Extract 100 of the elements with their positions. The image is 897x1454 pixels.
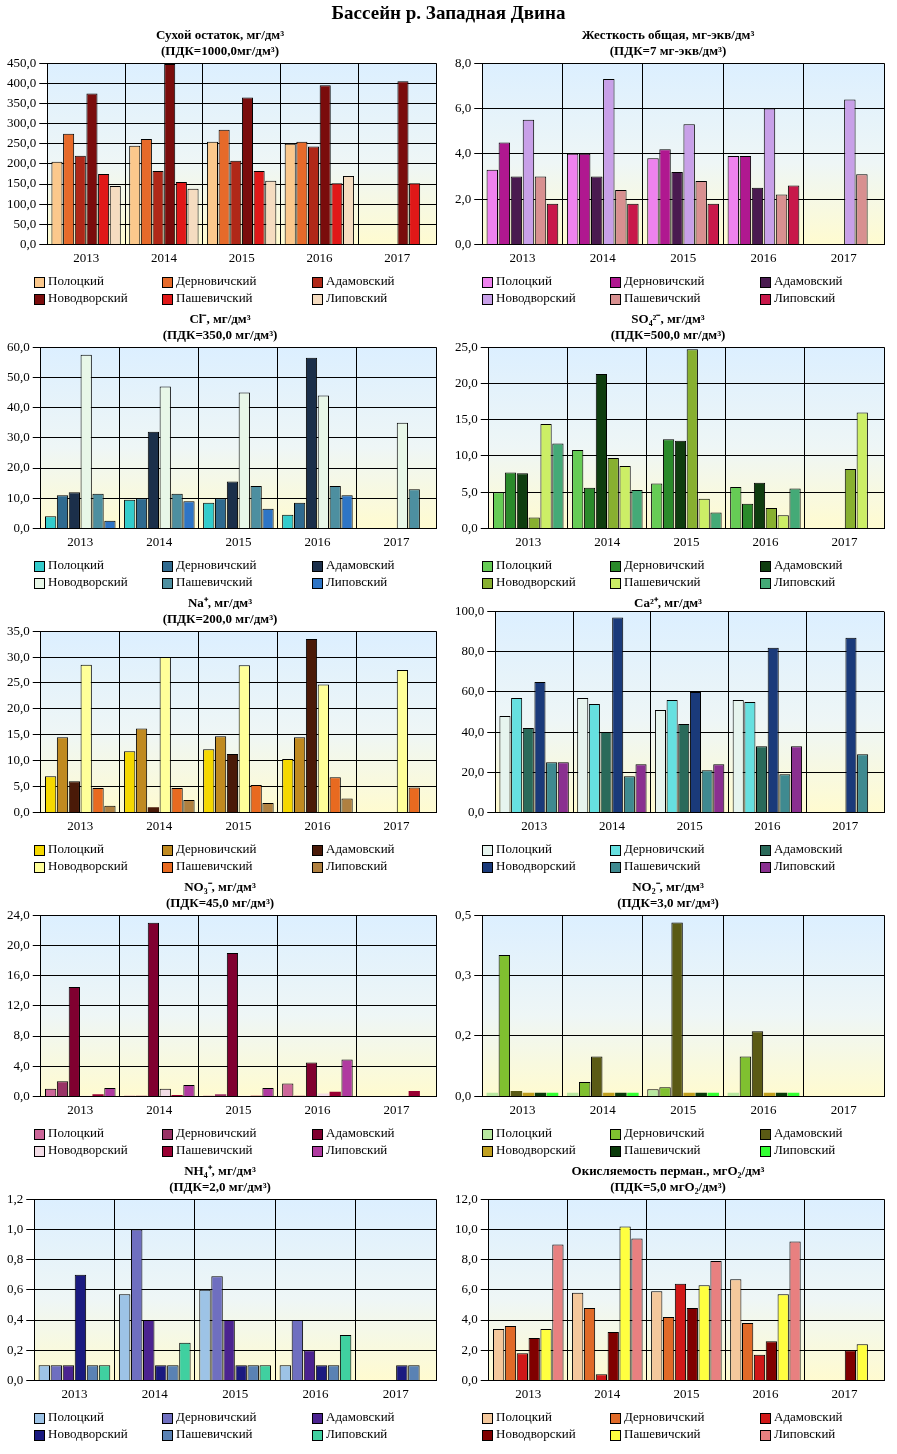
y-tick-label: 10,0 xyxy=(455,1220,478,1236)
x-tick-label: 2015 xyxy=(222,1385,249,1401)
legend-label: Липовский xyxy=(326,290,388,305)
y-tick-label: 100,0 xyxy=(455,603,485,619)
legend-label: Дерновичский xyxy=(624,1409,705,1424)
legend-label: Пашевичский xyxy=(176,858,253,873)
chart-title: Жесткость общая, мг-экв/дм³ xyxy=(581,27,755,43)
legend-label: Дерновичский xyxy=(176,1409,257,1424)
y-tick-label: 15,0 xyxy=(7,726,30,742)
x-tick-label: 2016 xyxy=(752,533,779,549)
x-tick-label: 2016 xyxy=(304,533,331,549)
legend-label: Новодворский xyxy=(496,290,576,305)
chart-subtitle: (ПДК=3,0 мг/дм³) xyxy=(617,894,719,910)
x-tick-label: 2017 xyxy=(383,533,410,549)
y-tick-label: 0,0 xyxy=(468,803,485,819)
y-tick-label: 0,0 xyxy=(461,1371,478,1387)
x-tick-label: 2014 xyxy=(150,249,178,265)
legend-label: Пашевичский xyxy=(624,574,701,589)
legend-label: Дерновичский xyxy=(176,1125,257,1140)
y-tick-label: 150,0 xyxy=(7,175,37,191)
y-tick-label: 30,0 xyxy=(7,648,30,664)
legend-label: Адамовский xyxy=(326,1409,395,1424)
y-tick-label: 6,0 xyxy=(461,1281,478,1297)
x-tick-label: 2017 xyxy=(383,1101,410,1117)
bar xyxy=(763,1092,776,1096)
y-tick-label: 2,0 xyxy=(455,190,472,206)
y-tick-label: 0,0 xyxy=(461,519,478,535)
x-tick-label: 2017 xyxy=(830,249,858,265)
x-tick-label: 2015 xyxy=(670,249,697,265)
legend-label: Полоцкий xyxy=(496,841,552,856)
x-tick-label: 2013 xyxy=(73,249,100,265)
y-tick-label: 80,0 xyxy=(461,643,485,659)
y-tick-label: 35,0 xyxy=(7,622,30,638)
legend-label: Липовский xyxy=(326,574,388,589)
legend-label: Адамовский xyxy=(774,273,843,288)
x-tick-label: 2016 xyxy=(304,1101,331,1117)
legend-label: Липовский xyxy=(774,1142,836,1157)
x-tick-label: 2016 xyxy=(754,817,781,833)
x-tick-label: 2017 xyxy=(832,817,859,833)
bar xyxy=(727,1092,740,1096)
legend-label: Адамовский xyxy=(774,1409,843,1424)
x-tick-label: 2017 xyxy=(384,249,411,265)
x-tick-label: 2013 xyxy=(515,533,542,549)
legend-label: Полоцкий xyxy=(496,1125,552,1140)
y-tick-label: 1,0 xyxy=(7,1220,24,1236)
y-tick-label: 12,0 xyxy=(455,1190,478,1206)
x-tick-label: 2013 xyxy=(67,1101,94,1117)
y-tick-label: 0,3 xyxy=(455,967,472,983)
bar xyxy=(707,1092,719,1096)
x-tick-label: 2016 xyxy=(302,1385,329,1401)
y-tick-label: 40,0 xyxy=(461,723,485,739)
legend-label: Дерновичский xyxy=(624,1125,705,1140)
legend-label: Полоцкий xyxy=(48,1125,104,1140)
y-tick-label: 25,0 xyxy=(455,338,478,354)
x-tick-label: 2015 xyxy=(670,1101,697,1117)
bar xyxy=(546,1092,559,1096)
chart-title: Na⁺, мг/дм³ xyxy=(187,595,253,611)
legend-label: Дерновичский xyxy=(624,557,705,572)
x-tick-label: 2015 xyxy=(225,533,252,549)
x-tick-label: 2013 xyxy=(67,533,94,549)
legend-label: Полоцкий xyxy=(48,1409,104,1424)
x-tick-label: 2016 xyxy=(750,249,777,265)
legend-label: Пашевичский xyxy=(624,1142,701,1157)
legend-label: Дерновичский xyxy=(176,273,257,288)
x-tick-label: 2016 xyxy=(752,1385,779,1401)
legend-label: Пашевичский xyxy=(176,290,253,305)
y-tick-label: 0,4 xyxy=(7,1311,24,1327)
bar xyxy=(510,1090,523,1096)
y-tick-label: 0,0 xyxy=(455,235,472,251)
legend-label: Новодворский xyxy=(48,1142,128,1157)
chart-title: Окисляемость перман., мгO₂/дм³ xyxy=(571,1163,765,1179)
x-tick-label: 2013 xyxy=(509,249,536,265)
x-tick-label: 2017 xyxy=(831,533,858,549)
y-tick-label: 4,0 xyxy=(13,1057,30,1073)
legend-label: Полоцкий xyxy=(496,273,552,288)
legend-label: Новодворский xyxy=(48,1426,128,1441)
legend-label: Адамовский xyxy=(326,273,395,288)
chart-title: NO₃⁻, мг/дм³ xyxy=(184,879,256,895)
bar xyxy=(534,1092,547,1096)
y-tick-label: 350,0 xyxy=(7,94,37,110)
x-tick-label: 2014 xyxy=(146,533,173,549)
bar xyxy=(329,1091,341,1096)
y-tick-label: 300,0 xyxy=(7,115,37,131)
chart-title: Cl⁻, мг/дм³ xyxy=(189,311,251,327)
bar xyxy=(522,1092,535,1096)
x-tick-label: 2014 xyxy=(594,533,621,549)
y-tick-label: 0,5 xyxy=(455,906,472,922)
y-tick-label: 10,0 xyxy=(455,447,478,463)
bar xyxy=(615,1092,627,1096)
y-tick-label: 4,0 xyxy=(455,145,472,161)
x-tick-label: 2015 xyxy=(673,1385,700,1401)
x-tick-label: 2013 xyxy=(509,1101,536,1117)
x-tick-label: 2014 xyxy=(146,817,173,833)
chart-title: SO₄²⁻, мг/дм³ xyxy=(631,311,705,327)
y-tick-label: 0,2 xyxy=(7,1341,24,1357)
bar xyxy=(787,1092,800,1096)
x-tick-label: 2015 xyxy=(228,249,255,265)
y-tick-label: 100,0 xyxy=(7,195,37,211)
y-tick-label: 200,0 xyxy=(7,155,37,171)
x-tick-label: 2015 xyxy=(676,817,703,833)
